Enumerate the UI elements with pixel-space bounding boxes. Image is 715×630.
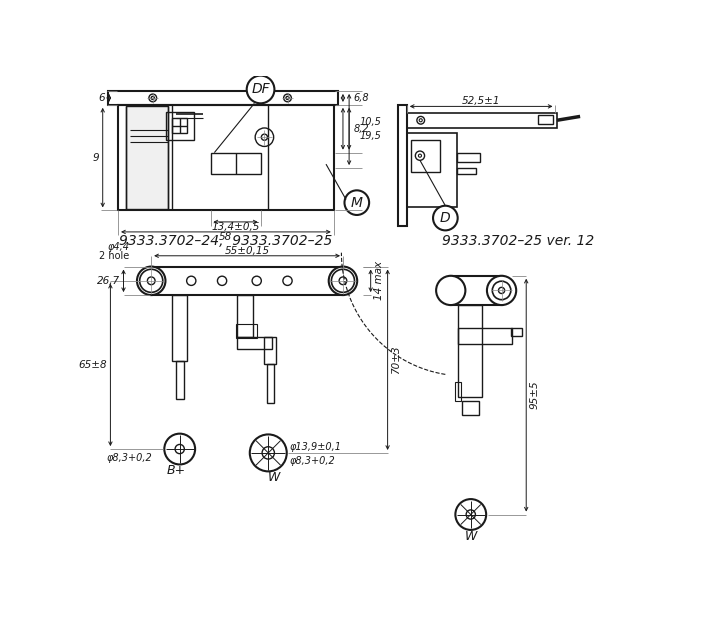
Text: 95±5: 95±5 (529, 381, 539, 410)
Text: 9: 9 (92, 152, 99, 163)
Circle shape (247, 76, 275, 103)
Text: DF: DF (251, 83, 270, 96)
Circle shape (283, 276, 292, 285)
Circle shape (415, 151, 425, 160)
Bar (407, 113, 557, 128)
Circle shape (419, 118, 423, 122)
Text: B+: B+ (167, 464, 185, 477)
Text: 9333.3702–24,  9333.3702–25: 9333.3702–24, 9333.3702–25 (119, 234, 332, 248)
Text: 10,5: 10,5 (360, 117, 382, 127)
Circle shape (252, 276, 262, 285)
Circle shape (455, 499, 486, 530)
Circle shape (137, 266, 165, 295)
Text: 6: 6 (99, 93, 105, 103)
Bar (176, 360, 184, 399)
Text: φ13,9±0,1: φ13,9±0,1 (290, 442, 342, 452)
Text: φ8,3+0,2: φ8,3+0,2 (107, 454, 153, 463)
Bar (166, 112, 194, 139)
Circle shape (187, 276, 196, 285)
Bar (457, 168, 476, 174)
Text: φ4,4: φ4,4 (108, 241, 129, 251)
Bar (118, 105, 334, 210)
Circle shape (139, 269, 163, 292)
Text: 26,7: 26,7 (97, 276, 120, 286)
Bar (126, 106, 168, 209)
Text: 6,8: 6,8 (354, 93, 370, 103)
Text: 14 max: 14 max (374, 261, 384, 301)
Bar (152, 266, 343, 295)
Text: 55±0,15: 55±0,15 (225, 246, 270, 256)
Bar (210, 152, 260, 174)
Text: 52,5±1: 52,5±1 (462, 96, 500, 106)
Text: W: W (465, 530, 477, 542)
Text: 2 hole: 2 hole (99, 251, 129, 261)
Bar (410, 139, 440, 172)
Text: D: D (440, 211, 450, 225)
Text: W: W (268, 471, 280, 484)
Bar (237, 338, 272, 349)
Circle shape (329, 266, 358, 295)
Bar (450, 276, 502, 305)
Bar (108, 91, 337, 105)
Circle shape (418, 154, 422, 158)
Bar (457, 152, 480, 162)
Circle shape (498, 287, 505, 294)
Circle shape (250, 435, 287, 471)
Circle shape (284, 94, 292, 102)
Circle shape (149, 94, 157, 102)
Circle shape (493, 281, 511, 300)
Bar (458, 305, 482, 398)
Circle shape (164, 433, 195, 464)
Circle shape (417, 117, 425, 124)
Bar (458, 328, 513, 343)
Text: 70±3: 70±3 (390, 345, 400, 374)
Circle shape (286, 96, 289, 100)
Circle shape (175, 444, 184, 454)
Bar (455, 382, 460, 401)
Circle shape (262, 447, 275, 459)
Circle shape (262, 134, 267, 140)
Circle shape (466, 510, 475, 519)
Circle shape (331, 269, 355, 292)
Bar (172, 118, 187, 134)
Circle shape (345, 190, 369, 215)
Bar (511, 328, 523, 336)
Circle shape (436, 276, 465, 305)
Circle shape (433, 206, 458, 231)
Circle shape (147, 277, 155, 285)
Circle shape (217, 276, 227, 285)
Bar (236, 324, 257, 338)
Bar (172, 295, 187, 360)
Bar (398, 105, 407, 226)
Circle shape (255, 128, 274, 146)
Bar (407, 134, 457, 207)
Circle shape (339, 277, 347, 285)
Text: 19,5: 19,5 (360, 132, 382, 141)
Bar (463, 401, 479, 415)
Bar (265, 338, 276, 364)
Text: 65±8: 65±8 (79, 360, 107, 370)
Bar (267, 364, 274, 403)
Text: 58: 58 (220, 232, 232, 243)
Bar (538, 115, 553, 124)
Text: 13,4±0,5: 13,4±0,5 (212, 222, 260, 232)
Circle shape (487, 276, 516, 305)
Bar (237, 295, 253, 338)
Text: M: M (351, 196, 363, 210)
Text: 9333.3702–25 ver. 12: 9333.3702–25 ver. 12 (443, 234, 595, 248)
Text: 8,2: 8,2 (354, 123, 370, 134)
Circle shape (152, 96, 154, 100)
Text: φ8,3+0,2: φ8,3+0,2 (290, 455, 335, 466)
